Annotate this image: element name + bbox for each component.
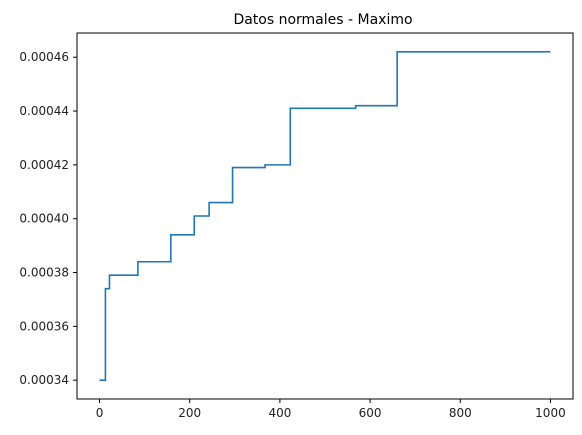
chart-title: Datos normales - Maximo — [233, 12, 412, 28]
y-tick-label: 0.00034 — [19, 373, 69, 387]
series-line-0 — [99, 51, 551, 381]
x-tick-label: 200 — [178, 406, 201, 420]
y-tick-label: 0.00038 — [19, 266, 69, 280]
x-tick-label: 0 — [96, 406, 104, 420]
plot-area: 0 200 400 600 800 1000 0.00034 0.00036 0.00038 0.… — [19, 50, 565, 420]
y-tick-label: 0.00040 — [19, 212, 69, 226]
x-tick-label: 600 — [359, 406, 382, 420]
axes-frame — [76, 32, 574, 400]
y-tick-label: 0.00044 — [19, 104, 69, 118]
y-tick-label: 0.00042 — [19, 158, 69, 172]
x-tick-label: 800 — [449, 406, 472, 420]
y-tick-label: 0.00046 — [19, 50, 69, 64]
y-tick-label: 0.00036 — [19, 319, 69, 333]
x-tick-label: 400 — [268, 406, 291, 420]
x-tick-label: 1000 — [535, 406, 566, 420]
